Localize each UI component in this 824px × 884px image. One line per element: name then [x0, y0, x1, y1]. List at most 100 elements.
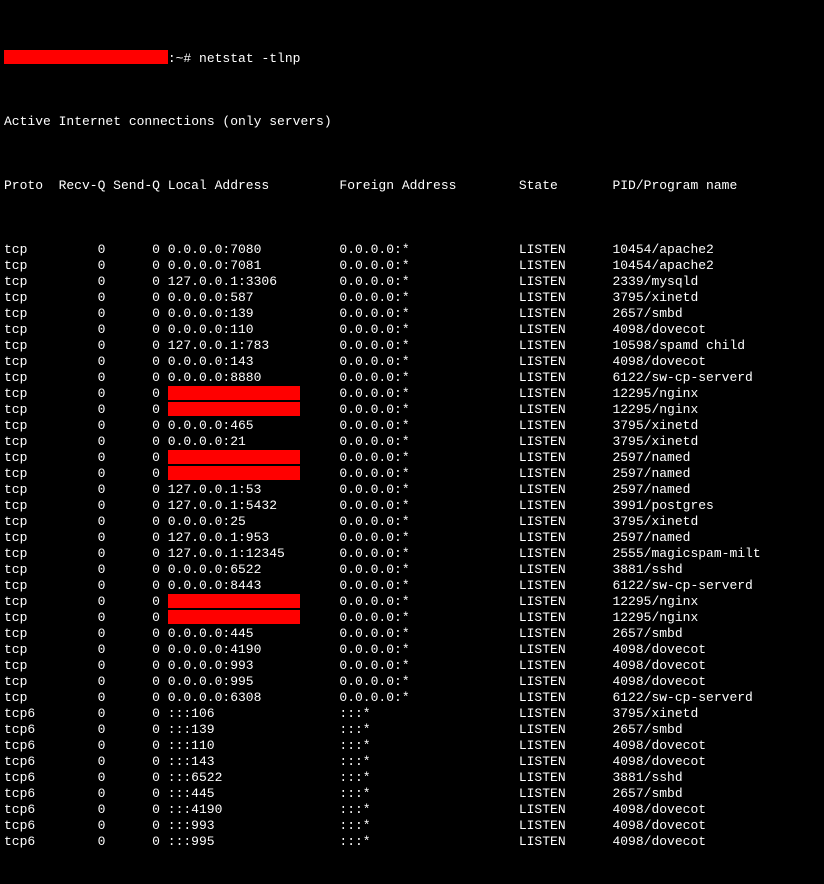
- cell-sendq: 0: [105, 802, 160, 818]
- cell-recvq: 0: [51, 306, 106, 322]
- cell-proto: tcp6: [4, 834, 51, 850]
- cell-sendq: 0: [105, 434, 160, 450]
- local-address-redaction: [168, 610, 301, 624]
- cell-foreign: 0.0.0.0:*: [339, 530, 518, 546]
- cell-state: LISTEN: [519, 402, 613, 418]
- local-address-redaction: [168, 466, 301, 480]
- cell-local: 0.0.0.0:8443: [168, 578, 340, 594]
- cell-pid: 4098/dovecot: [612, 322, 706, 338]
- cell-foreign: 0.0.0.0:*: [339, 402, 518, 418]
- cell-pid: 2597/named: [612, 466, 690, 482]
- cell-pid: 2339/mysqld: [612, 274, 698, 290]
- local-address-redaction: [168, 450, 301, 464]
- cell-proto: tcp6: [4, 802, 51, 818]
- cell-proto: tcp: [4, 370, 51, 386]
- cell-state: LISTEN: [519, 690, 613, 706]
- cell-recvq: 0: [51, 594, 106, 610]
- cell-sendq: 0: [105, 274, 160, 290]
- cell-proto: tcp: [4, 466, 51, 482]
- table-row: tcp00 0.0.0.0:88800.0.0.0:*LISTEN6122/sw…: [4, 370, 820, 386]
- cell-foreign: 0.0.0.0:*: [339, 658, 518, 674]
- col-sendq: Send-Q: [105, 178, 160, 194]
- col-local: Local Address: [168, 178, 340, 194]
- cell-foreign: :::*: [339, 706, 518, 722]
- cell-recvq: 0: [51, 770, 106, 786]
- cell-local: 0.0.0.0:445: [168, 626, 340, 642]
- cell-proto: tcp: [4, 306, 51, 322]
- cell-state: LISTEN: [519, 610, 613, 626]
- local-address-redaction: [168, 386, 301, 400]
- cell-sendq: 0: [105, 258, 160, 274]
- cell-state: LISTEN: [519, 466, 613, 482]
- col-pid: PID/Program name: [612, 178, 737, 194]
- cell-foreign: 0.0.0.0:*: [339, 354, 518, 370]
- terminal-output: :~# netstat -tlnp Active Internet connec…: [0, 0, 824, 884]
- cell-sendq: 0: [105, 674, 160, 690]
- cell-recvq: 0: [51, 626, 106, 642]
- cell-sendq: 0: [105, 818, 160, 834]
- cell-foreign: 0.0.0.0:*: [339, 546, 518, 562]
- cell-foreign: 0.0.0.0:*: [339, 450, 518, 466]
- cell-recvq: 0: [51, 466, 106, 482]
- cell-sendq: 0: [105, 386, 160, 402]
- cell-sendq: 0: [105, 594, 160, 610]
- prompt-line: :~# netstat -tlnp: [4, 50, 820, 66]
- cell-proto: tcp6: [4, 738, 51, 754]
- cell-local: 127.0.0.1:783: [168, 338, 340, 354]
- cell-sendq: 0: [105, 322, 160, 338]
- hostname-redaction: [4, 50, 168, 64]
- cell-proto: tcp: [4, 402, 51, 418]
- cell-recvq: 0: [51, 434, 106, 450]
- cell-proto: tcp: [4, 594, 51, 610]
- cell-state: LISTEN: [519, 434, 613, 450]
- table-row: tcp00 0.0.0.0:4650.0.0.0:*LISTEN3795/xin…: [4, 418, 820, 434]
- cell-proto: tcp6: [4, 754, 51, 770]
- cell-recvq: 0: [51, 690, 106, 706]
- table-row: tcp00 0.0.0.0:*LISTEN2597/named: [4, 450, 820, 466]
- cell-proto: tcp: [4, 578, 51, 594]
- cell-recvq: 0: [51, 706, 106, 722]
- cell-sendq: 0: [105, 450, 160, 466]
- cell-proto: tcp: [4, 690, 51, 706]
- cell-pid: 12295/nginx: [612, 594, 698, 610]
- cell-local: 0.0.0.0:7080: [168, 242, 340, 258]
- cell-proto: tcp: [4, 546, 51, 562]
- cell-state: LISTEN: [519, 754, 613, 770]
- cell-pid: 3795/xinetd: [612, 290, 698, 306]
- cell-sendq: 0: [105, 578, 160, 594]
- cell-pid: 10454/apache2: [612, 258, 713, 274]
- cell-local: 0.0.0.0:143: [168, 354, 340, 370]
- cell-state: LISTEN: [519, 802, 613, 818]
- cell-sendq: 0: [105, 562, 160, 578]
- table-row: tcp00 127.0.0.1:530.0.0.0:*LISTEN2597/na…: [4, 482, 820, 498]
- table-row: tcp600 :::993:::*LISTEN4098/dovecot: [4, 818, 820, 834]
- cell-state: LISTEN: [519, 242, 613, 258]
- table-row: tcp600 :::6522:::*LISTEN3881/sshd: [4, 770, 820, 786]
- cell-state: LISTEN: [519, 562, 613, 578]
- cell-state: LISTEN: [519, 354, 613, 370]
- cell-pid: 4098/dovecot: [612, 754, 706, 770]
- table-row: tcp00 127.0.0.1:54320.0.0.0:*LISTEN3991/…: [4, 498, 820, 514]
- local-address-redaction: [168, 402, 301, 416]
- cell-local: 127.0.0.1:12345: [168, 546, 340, 562]
- cell-recvq: 0: [51, 418, 106, 434]
- cell-proto: tcp: [4, 642, 51, 658]
- cell-pid: 2555/magicspam-milt: [612, 546, 760, 562]
- cell-pid: 2597/named: [612, 530, 690, 546]
- cell-proto: tcp: [4, 658, 51, 674]
- cell-pid: 2657/smbd: [612, 306, 682, 322]
- cell-state: LISTEN: [519, 418, 613, 434]
- cell-recvq: 0: [51, 386, 106, 402]
- cell-local: [168, 594, 340, 611]
- cell-proto: tcp: [4, 530, 51, 546]
- cell-foreign: :::*: [339, 770, 518, 786]
- cell-state: LISTEN: [519, 482, 613, 498]
- cell-sendq: 0: [105, 354, 160, 370]
- table-row: tcp00 0.0.0.0:65220.0.0.0:*LISTEN3881/ss…: [4, 562, 820, 578]
- table-row: tcp00 0.0.0.0:1100.0.0.0:*LISTEN4098/dov…: [4, 322, 820, 338]
- cell-proto: tcp: [4, 322, 51, 338]
- cell-foreign: 0.0.0.0:*: [339, 370, 518, 386]
- cell-proto: tcp: [4, 258, 51, 274]
- cell-pid: 2657/smbd: [612, 722, 682, 738]
- cell-proto: tcp6: [4, 770, 51, 786]
